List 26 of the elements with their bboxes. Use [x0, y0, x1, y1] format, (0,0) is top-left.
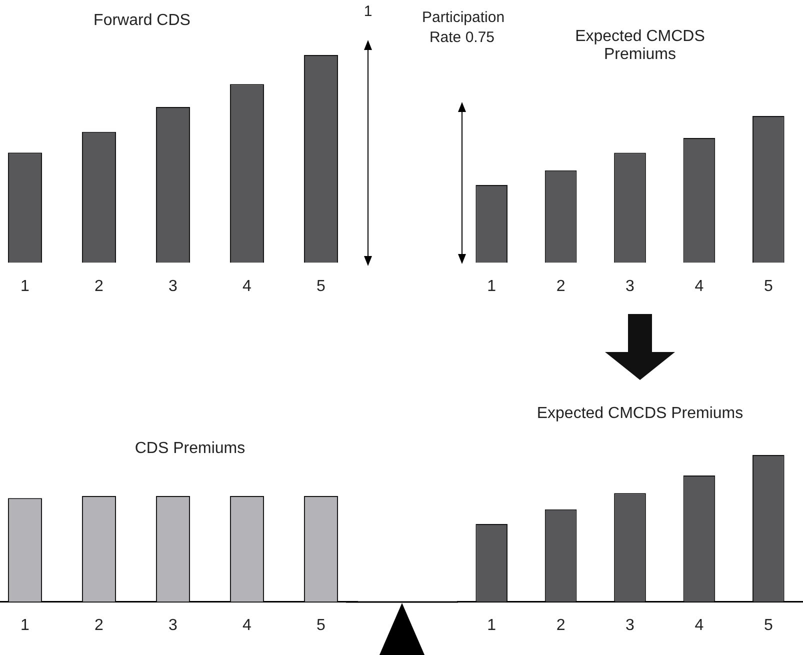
chart-title: Forward CDS [92, 12, 192, 30]
x-tick-label: 3 [168, 616, 178, 634]
chart-title: Expected CMCDS Premiums [536, 405, 744, 423]
x-tick-label: 2 [94, 278, 104, 295]
x-tick-label: 3 [626, 616, 635, 634]
text: 1 [362, 2, 374, 22]
x-tick-label: 4 [242, 616, 252, 634]
x-tick-label: 4 [694, 278, 704, 295]
x-tick-label: 2 [556, 616, 566, 634]
x-tick-label: 1 [20, 278, 30, 295]
x-tick-label: 1 [487, 278, 496, 295]
x-tick-label: 1 [487, 616, 496, 634]
x-tick-label: 2 [556, 278, 566, 295]
chart-title: CDS Premiums [134, 440, 246, 458]
x-tick-label: 4 [694, 616, 704, 634]
x-tick-label: 5 [764, 616, 773, 634]
x-tick-label: 3 [168, 278, 178, 295]
x-tick-label: 5 [316, 278, 326, 295]
x-tick-label: 5 [316, 616, 326, 634]
x-tick-label: 3 [626, 278, 635, 295]
text: Participation Rate 0.75 [422, 8, 505, 48]
chart-title: Expected CMCDS Premiums [574, 28, 706, 64]
x-tick-label: 5 [764, 278, 773, 295]
x-tick-label: 4 [242, 278, 252, 295]
x-tick-label: 1 [20, 616, 30, 634]
x-tick-label: 2 [94, 616, 104, 634]
